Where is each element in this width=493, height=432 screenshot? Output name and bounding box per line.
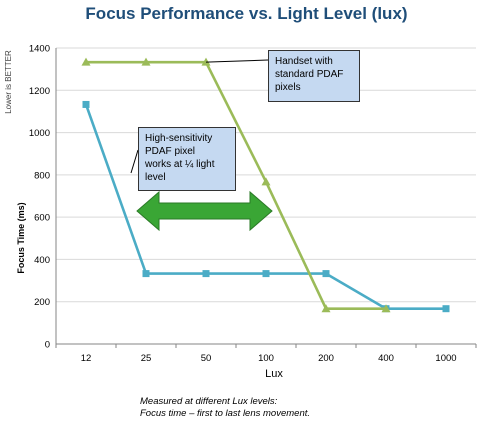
y-axis-note: Lower is BETTER xyxy=(4,50,13,114)
data-point-square xyxy=(262,270,270,278)
data-point-triangle xyxy=(381,304,391,313)
series-group xyxy=(81,57,450,313)
y-tick-label: 1200 xyxy=(29,86,50,97)
chart-title: Focus Performance vs. Light Level (lux) xyxy=(85,4,408,23)
callout-hs-line: works at ¼ light xyxy=(145,159,215,170)
data-point-square xyxy=(82,100,90,108)
data-point-square xyxy=(142,270,150,278)
y-tick-label: 0 xyxy=(45,340,50,351)
x-tick-label: 50 xyxy=(201,353,212,364)
data-point-square xyxy=(442,305,450,313)
axes xyxy=(55,48,477,348)
y-tick-label: 400 xyxy=(34,255,50,266)
double-arrow xyxy=(136,190,273,232)
series-triangle xyxy=(81,57,391,313)
x-tick-label: 1000 xyxy=(435,353,456,364)
callout-hs-line: level xyxy=(145,172,166,183)
x-tick-labels: 12 25 50 100 200 400 1000 xyxy=(81,353,457,364)
y-tick-label: 1000 xyxy=(29,128,50,139)
y-tick-label: 1400 xyxy=(29,44,50,55)
callout-handset-line: Handset with xyxy=(275,56,333,67)
callout-hs-line: PDAF pixel xyxy=(145,146,196,157)
data-point-square xyxy=(202,270,210,278)
series-line xyxy=(86,60,386,310)
callout-high-sensitivity: High-sensitivity PDAF pixel works at ¼ l… xyxy=(138,127,236,191)
x-tick-label: 12 xyxy=(81,353,92,364)
x-tick-label: 200 xyxy=(318,353,334,364)
y-tick-labels: 0 200 400 600 800 1000 1200 1400 xyxy=(29,44,50,351)
leader-line-handset xyxy=(205,59,269,63)
leader-line-high-sensitivity xyxy=(130,149,139,174)
data-point-triangle xyxy=(321,304,331,313)
x-tick-label: 400 xyxy=(378,353,394,364)
callout-hs-line: High-sensitivity xyxy=(145,133,213,144)
x-tick-label: 25 xyxy=(141,353,152,364)
callout-handset: Handset with standard PDAF pixels xyxy=(268,50,360,102)
y-tick-label: 200 xyxy=(34,297,50,308)
callout-handset-line: pixels xyxy=(275,82,301,93)
y-axis-label: Focus Time (ms) xyxy=(16,202,26,273)
callout-leaders xyxy=(130,59,269,174)
data-point-triangle xyxy=(81,57,91,66)
footnote: Measured at different Lux levels: Focus … xyxy=(140,396,310,420)
footnote-line: Measured at different Lux levels: xyxy=(140,396,278,407)
gridlines xyxy=(56,47,476,303)
x-axis-label: Lux xyxy=(265,368,283,380)
y-tick-label: 800 xyxy=(34,170,50,181)
x-tick-label: 100 xyxy=(258,353,274,364)
callout-handset-line: standard PDAF xyxy=(275,69,344,80)
data-point-square xyxy=(322,270,330,278)
y-tick-label: 600 xyxy=(34,213,50,224)
data-point-triangle xyxy=(141,57,151,66)
data-point-triangle xyxy=(261,177,271,186)
double-arrow-group xyxy=(136,190,273,232)
footnote-line: Focus time – first to last lens movement… xyxy=(140,408,311,419)
